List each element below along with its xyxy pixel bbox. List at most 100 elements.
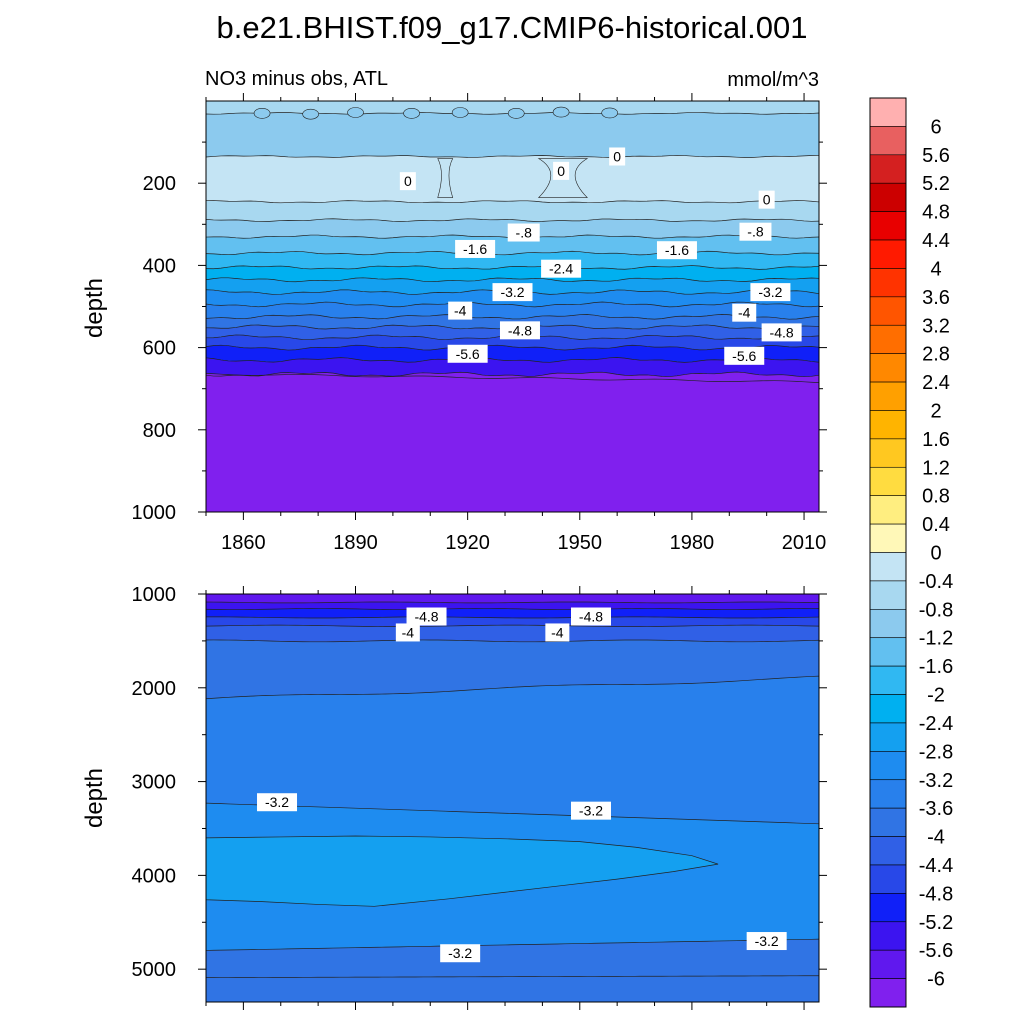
bottom-contour-labels: -4.8 -4.8-4 -4-3.2-3.2-3.2-3.2 [257, 607, 787, 963]
colorbar-swatch [869, 296, 907, 326]
bot-fill-mid [206, 676, 819, 824]
colorbar-label: 6 [930, 116, 941, 138]
top-blob [601, 107, 618, 119]
top-contour-line [206, 373, 819, 383]
colorbar-swatch [869, 353, 907, 383]
top-contour-line [206, 344, 819, 351]
bot-fill-band [206, 594, 819, 603]
bottom-y-tick-label: 2000 [132, 678, 177, 700]
colorbar-label: -4 [927, 827, 945, 849]
top-contour-line [206, 250, 819, 256]
colorbar-label: 0.8 [922, 486, 950, 508]
contour-label-bg [570, 801, 611, 820]
top-fill-band [206, 334, 819, 351]
colorbar-label: 2.8 [922, 344, 950, 366]
contour-label: -3.2 [758, 284, 782, 300]
colorbar-swatch [869, 694, 907, 724]
bot-contour-line [206, 624, 819, 627]
top-blob [451, 107, 469, 118]
colorbar-label: 0.4 [922, 514, 950, 536]
top-subtitle: NO3 minus obs, ATL [205, 68, 388, 90]
top-fill-band [206, 200, 819, 222]
contour-label: -5.6 [732, 348, 756, 364]
bot-contour-line [206, 675, 819, 700]
top-contour-line [206, 301, 819, 308]
top-units-label: mmol/m^3 [727, 69, 819, 91]
top-x-tick-label: 1950 [558, 532, 603, 554]
contour-label-bg [739, 222, 772, 241]
bot-contour-line [206, 608, 819, 610]
contour-label: -5.6 [456, 346, 480, 362]
contour-label-bg [492, 283, 533, 302]
contour-label-bg [570, 607, 611, 626]
top-contour-fills [206, 101, 819, 512]
colorbar-swatch [869, 381, 907, 411]
bot-contour-line [206, 601, 819, 604]
bottom-y-axis-title: depth [81, 768, 108, 828]
top-y-axis: 200 400 600 800 1000 [132, 141, 827, 524]
contour-label: -4 [551, 624, 564, 640]
top-x-tick-label: 2010 [782, 532, 827, 554]
colorbar-label: -0.4 [919, 571, 953, 593]
contour-label-bg [440, 944, 481, 963]
colorbar-label: -0.8 [919, 599, 953, 621]
contour-label: -2.4 [549, 261, 573, 277]
top-y-axis-title: depth [81, 278, 108, 338]
contour-label: 0 [557, 163, 565, 179]
colorbar-label: -6 [927, 969, 945, 991]
contour-label: -1.6 [463, 241, 487, 257]
contour-label: -3.2 [579, 803, 603, 819]
top-blob [253, 108, 271, 119]
colorbar-label: -1.6 [919, 656, 953, 678]
top-x-tick-label: 1920 [445, 532, 490, 554]
top-blob [347, 107, 364, 118]
colorbar-label: 0 [930, 543, 941, 565]
contour-label-bg [553, 161, 570, 180]
top-y-tick-label: 400 [143, 255, 176, 277]
colorbar-swatch [869, 864, 907, 894]
colorbar-swatch [869, 637, 907, 667]
bottom-y-tick-label: 1000 [132, 584, 177, 606]
top-contour-line [206, 155, 819, 158]
contour-label-bg [758, 190, 775, 209]
top-contour-line [206, 314, 819, 320]
bottom-y-tick-label: 4000 [132, 865, 177, 887]
contour-label: -4 [454, 303, 467, 319]
contour-label: -3.2 [448, 945, 472, 961]
colorbar-label: -5.6 [919, 940, 953, 962]
contour-label: 0 [613, 148, 621, 164]
colorbar-label: 4.8 [922, 202, 950, 224]
bottom-contour-fills [206, 594, 819, 1002]
contour-label-bg [257, 793, 298, 812]
colorbar-frame [869, 97, 907, 1008]
top-contour-line [206, 200, 819, 204]
top-panel: 0 0 0 0 -.8 -.8 -1.6 -1.6 -2.4 -3.2 -3.2 -4 -4 -4.8 -4… [81, 68, 827, 554]
contour-label: -3.2 [265, 794, 289, 810]
colorbar-label: 1.2 [922, 457, 950, 479]
contour-label-bg [455, 239, 496, 258]
contour-label-bg [732, 303, 757, 322]
top-contour-line [206, 357, 819, 363]
colorbar-label: -1.2 [919, 628, 953, 650]
contour-label: -3.2 [500, 284, 524, 300]
colorbar-label: -2.4 [919, 713, 953, 735]
top-fill-band [206, 301, 819, 320]
chart-title: b.e21.BHIST.f09_g17.CMIP6-historical.001 [216, 10, 807, 45]
contour-label: 0 [404, 173, 412, 189]
bot-contour-line [206, 975, 819, 978]
colorbar: 6 5.6 5.2 4.8 4.4 4 3.6 3.2 2.8 2.4 2 1.6 1.2 0.8 0.4 0… [869, 97, 953, 1008]
bottom-contour-lines [206, 601, 819, 978]
contour-label: -4 [402, 624, 415, 640]
colorbar-swatch [869, 324, 907, 354]
top-blob [302, 108, 319, 120]
colorbar-swatch [869, 438, 907, 468]
colorbar-label: 5.6 [922, 145, 950, 167]
colorbar-swatch [869, 836, 907, 866]
bot-fill-floor [206, 975, 819, 1002]
colorbar-label: 3.6 [922, 287, 950, 309]
contour-label-bg [447, 344, 488, 363]
top-fill-band [206, 112, 819, 158]
colorbar-label: -3.6 [919, 798, 953, 820]
colorbar-swatch [869, 580, 907, 610]
